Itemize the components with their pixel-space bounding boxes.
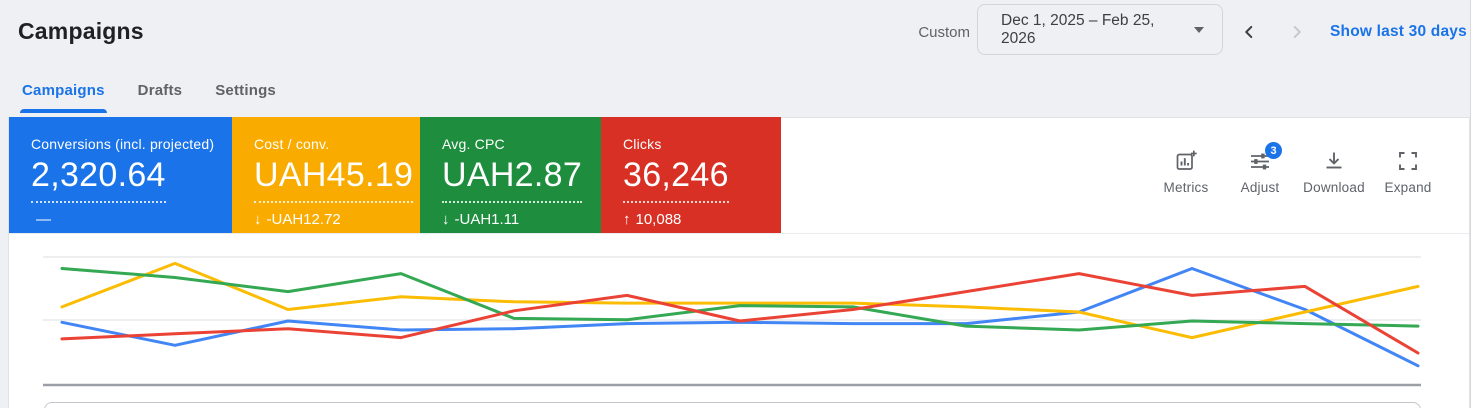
chevron-down-icon [1194, 26, 1204, 33]
scorecard-label: Avg. CPC [442, 136, 505, 152]
chevron-left-icon [1245, 25, 1253, 39]
scorecard-cost-per-conv[interactable]: Cost / conv. UAH45.19 ↓ -UAH12.72 [232, 117, 420, 233]
tool-label: Expand [1384, 180, 1432, 195]
metrics-button[interactable]: Metrics [1149, 150, 1223, 195]
chart-line [60, 267, 1420, 332]
chart-line [60, 261, 1420, 340]
tool-label: Adjust [1240, 180, 1280, 195]
tab-campaigns[interactable]: Campaigns [20, 78, 107, 113]
tab-bar: Campaigns Drafts Settings [20, 78, 276, 113]
daterange-dropdown[interactable]: Dec 1, 2025 – Feb 25, 2026 [977, 4, 1223, 55]
page-title: Campaigns [18, 18, 144, 44]
chevron-right-icon [1293, 25, 1301, 39]
scorecard-clicks[interactable]: Clicks 36,246 ↑ 10,088 [601, 117, 781, 233]
performance-trend-chart [43, 256, 1421, 387]
expand-button[interactable]: Expand [1371, 150, 1445, 195]
tab-settings[interactable]: Settings [215, 82, 276, 99]
scorecard-label: Clicks [623, 136, 662, 152]
expand-icon [1399, 152, 1417, 170]
adjust-button[interactable]: 3 Adjust [1223, 142, 1297, 195]
daterange-value: Dec 1, 2025 – Feb 25, 2026 [1001, 11, 1155, 47]
scorecard-value: UAH45.19 [254, 156, 414, 203]
scorecard-change: -UAH1.11 [454, 211, 520, 228]
adjust-badge: 3 [1265, 142, 1282, 159]
metrics-icon [1176, 150, 1197, 170]
campaigns-table-top-edge [44, 402, 1421, 408]
scorecard-label: Cost / conv. [254, 136, 330, 152]
tab-drafts[interactable]: Drafts [137, 82, 183, 99]
tool-label: Download [1303, 180, 1365, 195]
scorecard-value: 36,246 [623, 156, 729, 203]
arrow-up-icon: ↑ [623, 211, 631, 228]
chart-toolbar: Metrics 3 Adjust [1149, 142, 1445, 195]
download-icon [1326, 152, 1342, 169]
show-last-30-days-link[interactable]: Show last 30 days [1330, 23, 1467, 40]
scorecard-value: UAH2.87 [442, 156, 583, 203]
daterange-prev-button[interactable] [1236, 19, 1262, 45]
arrow-down-icon: ↓ [254, 211, 262, 228]
scorecard-conversions[interactable]: Conversions (incl. projected) 2,320.64 — [9, 117, 232, 233]
chart-line [60, 267, 1420, 368]
tool-label: Metrics [1163, 180, 1209, 195]
adjust-icon [1251, 153, 1269, 170]
download-button[interactable]: Download [1297, 150, 1371, 195]
scorecard-change: -UAH12.72 [266, 211, 341, 228]
daterange-next-button[interactable] [1284, 19, 1310, 45]
scorecard-change: 10,088 [635, 211, 682, 228]
scorecard-value: 2,320.64 [31, 156, 166, 203]
scorecard-label: Conversions (incl. projected) [31, 136, 215, 152]
chart-line [60, 272, 1420, 355]
overview-panel: Conversions (incl. projected) 2,320.64 —… [8, 117, 1470, 408]
arrow-down-icon: ↓ [442, 211, 450, 228]
scorecard-avg-cpc[interactable]: Avg. CPC UAH2.87 ↓ -UAH1.11 [420, 117, 601, 233]
daterange-mode-label: Custom [918, 24, 970, 41]
scorecard-row: Conversions (incl. projected) 2,320.64 —… [9, 117, 1469, 234]
scrollbar-track[interactable] [1470, 0, 1478, 408]
scorecard-change: — [36, 211, 51, 228]
